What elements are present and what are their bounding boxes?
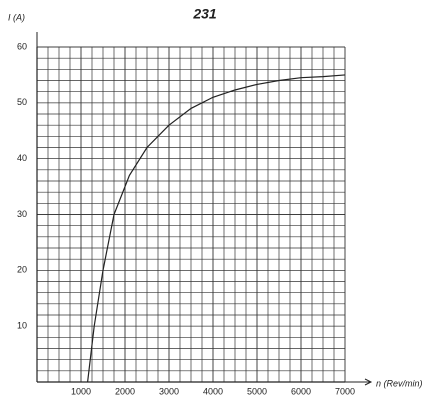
x-tick-label: 1000 — [71, 386, 91, 396]
y-tick-label: 60 — [17, 41, 27, 51]
x-tick-label: 5000 — [247, 386, 267, 396]
y-tick-label: 50 — [17, 97, 27, 107]
y-tick-label: 10 — [17, 321, 27, 331]
y-tick-label: 30 — [17, 209, 27, 219]
x-tick-label: 2000 — [115, 386, 135, 396]
y-tick-label: 40 — [17, 153, 27, 163]
y-tick-label: 20 — [17, 265, 27, 275]
x-axis-arrow — [345, 378, 373, 386]
y-axis-label: I (A) — [8, 12, 25, 22]
x-tick-label: 4000 — [203, 386, 223, 396]
line-series — [87, 74, 346, 383]
x-tick-label: 7000 — [335, 386, 355, 396]
chart-title: 231 — [192, 6, 217, 22]
x-tick-label: 6000 — [291, 386, 311, 396]
x-axis-label: n (Rev/min) — [376, 378, 423, 388]
x-tick-label: 3000 — [159, 386, 179, 396]
